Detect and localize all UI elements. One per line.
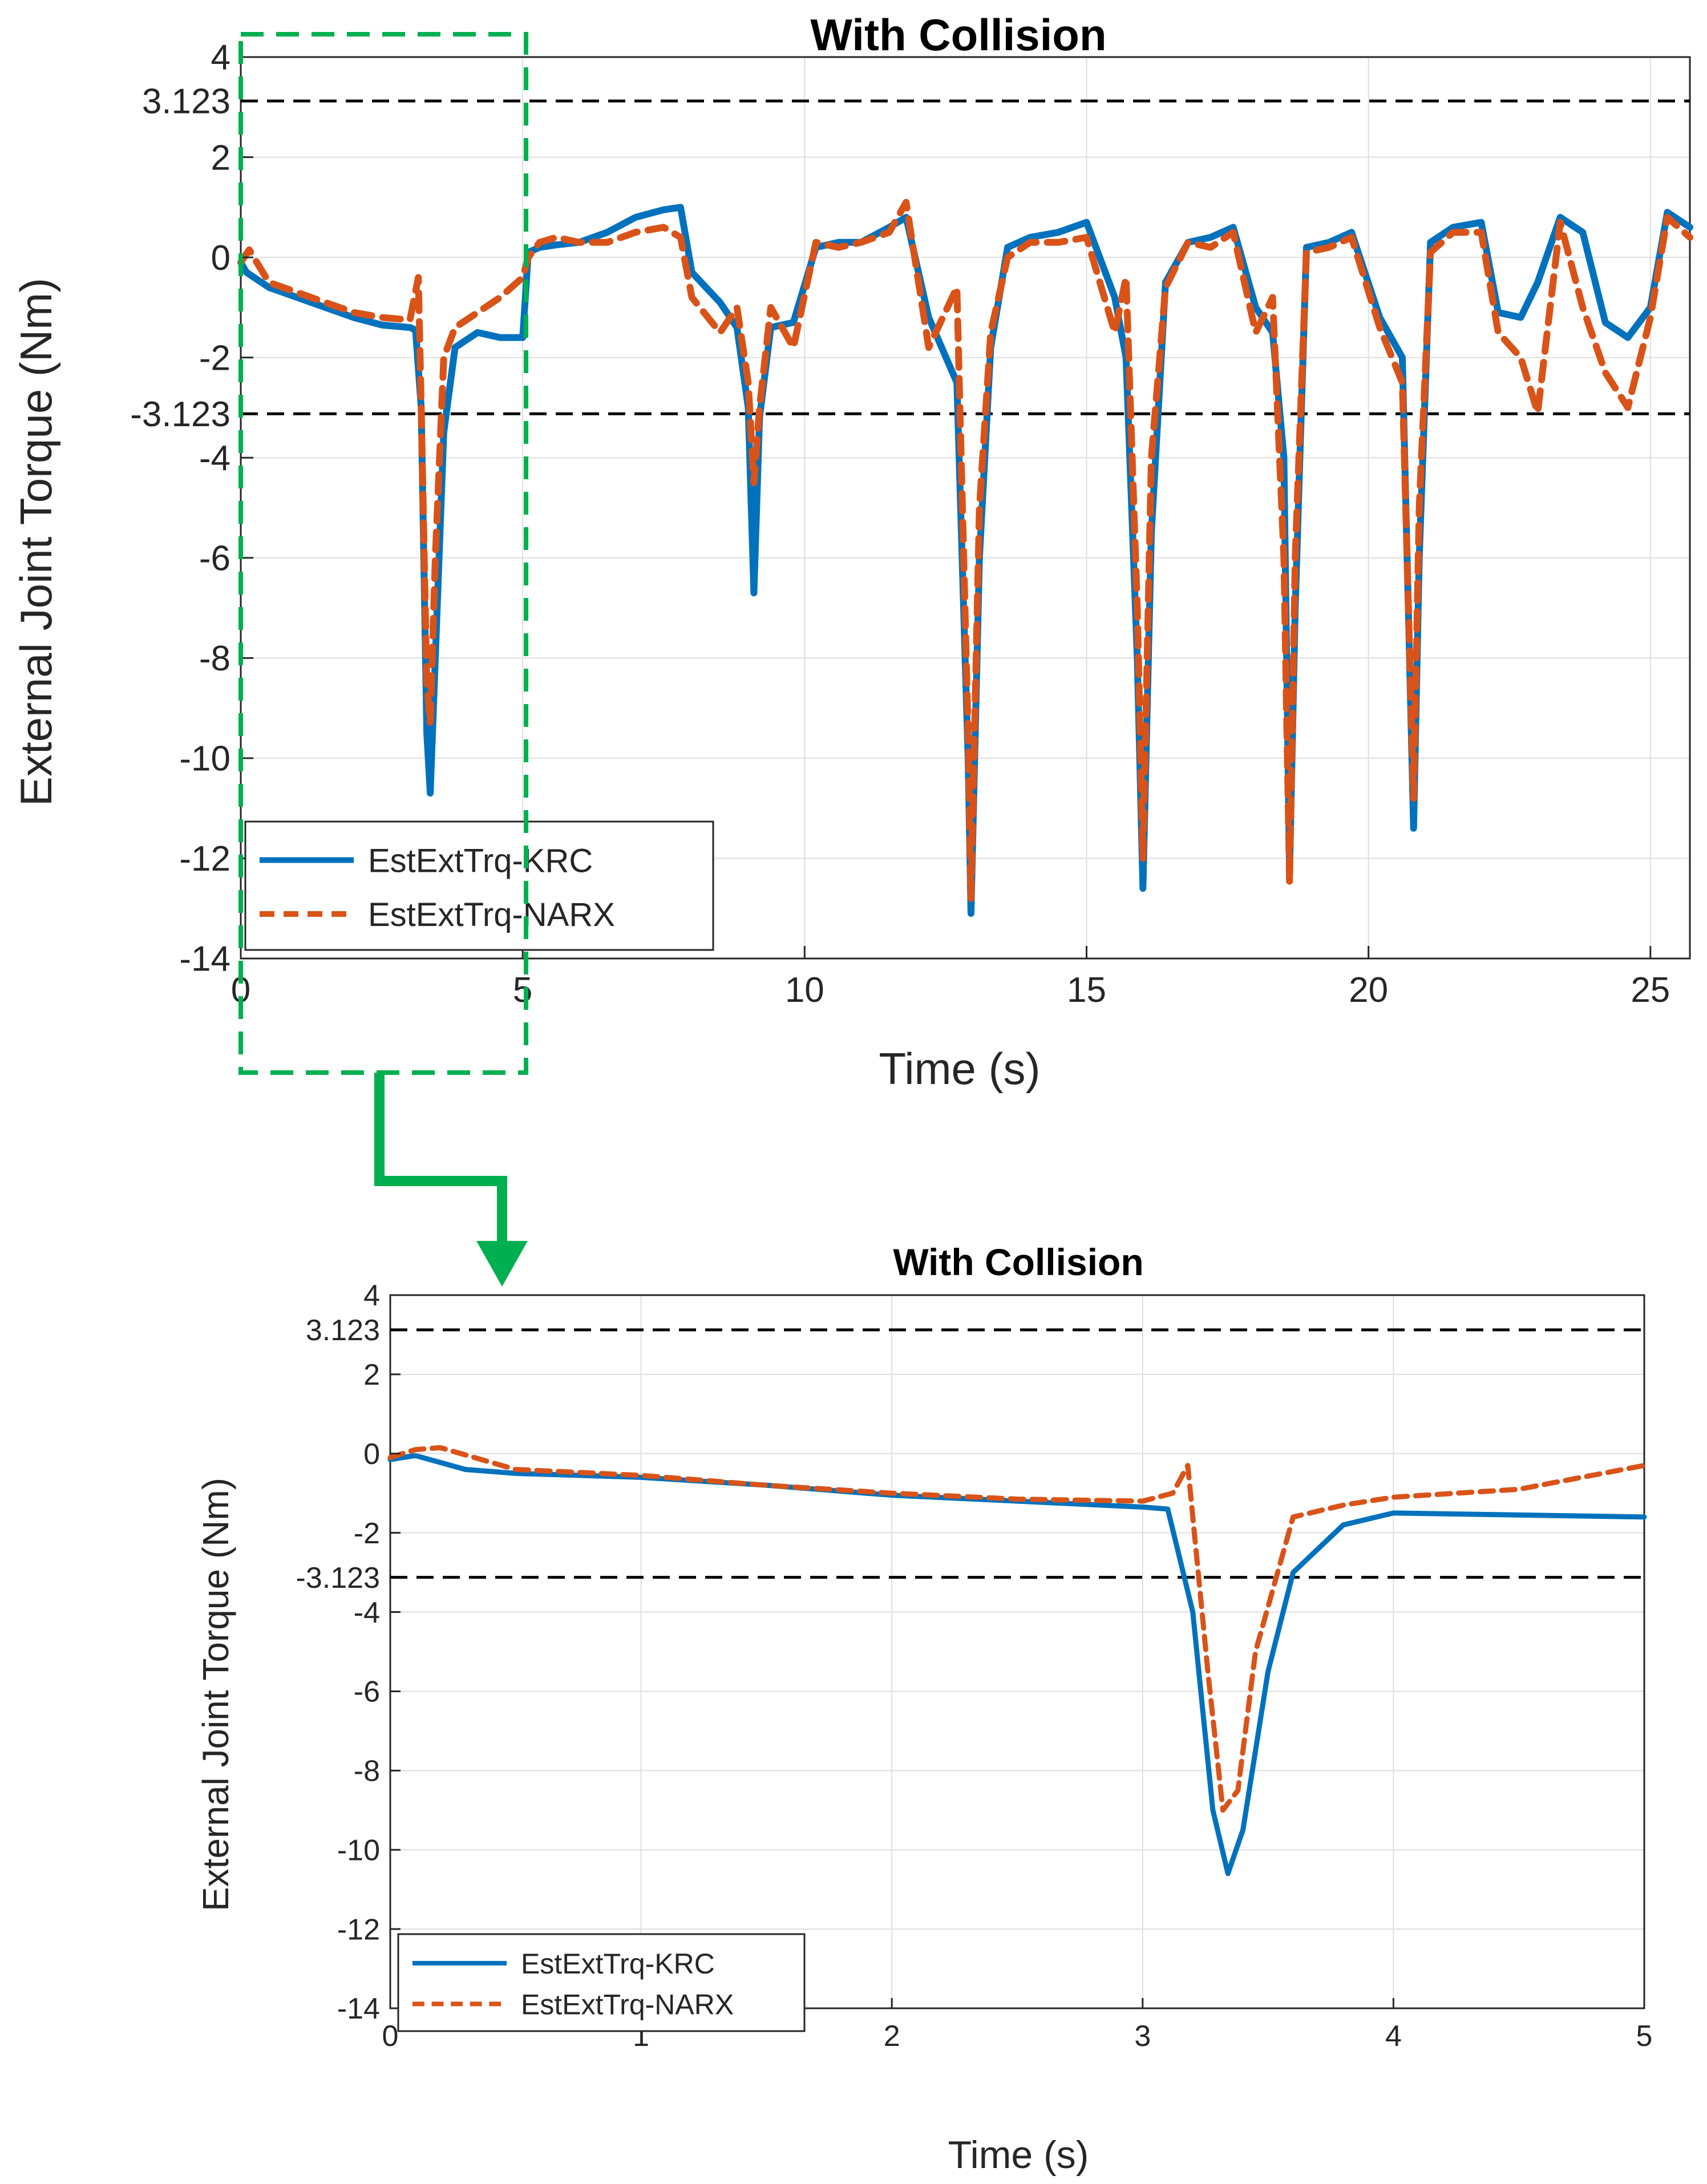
x-tick-label: 5: [513, 970, 532, 1010]
y-tick-label: -10: [337, 1834, 380, 1867]
threshold-label: -3.123: [130, 395, 230, 434]
y-tick-label: -2: [354, 1517, 380, 1550]
legend-box: [397, 1933, 806, 2032]
x-tick-label: 20: [1349, 970, 1388, 1010]
top-chart-x-axis-label: Time (s): [879, 1044, 1040, 1094]
x-tick-label: 10: [785, 970, 824, 1010]
zoom-arrow-shaft: [374, 1073, 507, 1247]
y-tick-label: 2: [363, 1358, 380, 1392]
series-line-narx: [237, 199, 1693, 902]
bottom-chart-y-axis-label: External Joint Torque (Nm): [195, 1478, 236, 1911]
y-tick-label: 4: [363, 1279, 380, 1312]
top-chart-legend: EstExtTrq-KRC EstExtTrq-NARX: [244, 820, 714, 951]
y-tick-label: -4: [199, 439, 230, 478]
legend-label-narx: EstExtTrq-NARX: [521, 1988, 734, 2020]
x-tick-label: 15: [1067, 970, 1106, 1010]
y-tick-label: 0: [211, 238, 230, 278]
y-tick-label: 2: [211, 138, 230, 177]
bottom-chart-axes-box: [389, 1294, 1645, 2009]
y-tick-label: -6: [354, 1676, 380, 1709]
y-tick-label: -12: [337, 1913, 380, 1946]
bottom-chart-series: [387, 1445, 1647, 1876]
bottom-chart-x-axis-label: Time (s): [948, 2133, 1089, 2177]
bottom-chart-title: With Collision: [893, 1241, 1143, 1283]
top-chart: With Collision 0 5 10 15 20 25 4 2 0 -2 -4 -6 -8 -10…: [11, 10, 1693, 1094]
threshold-label: 3.123: [306, 1314, 380, 1347]
top-chart-y-ticks: 4 2 0 -2 -4 -6 -8 -10 -12 -14: [179, 38, 253, 979]
legend-box: [244, 820, 714, 951]
top-chart-x-ticks: 0 5 10 15 20 25: [231, 946, 1670, 1010]
series-line-narx: [387, 1445, 1647, 1813]
y-tick-label: 4: [211, 38, 230, 78]
threshold-label: 3.123: [142, 82, 230, 122]
threshold-label: -3.123: [296, 1562, 380, 1595]
y-tick-label: -2: [199, 338, 230, 378]
x-tick-label: 3: [1134, 2020, 1151, 2053]
top-chart-y-axis-label: External Joint Torque (Nm): [11, 278, 61, 806]
top-chart-threshold-labels: 3.123 -3.123: [130, 82, 230, 434]
y-tick-label: -14: [337, 1992, 380, 2025]
zoom-indicator: [238, 32, 528, 1287]
bottom-chart-threshold-labels: 3.123 -3.123: [296, 1314, 380, 1595]
bottom-chart-legend: EstExtTrq-KRC EstExtTrq-NARX: [397, 1933, 806, 2032]
top-chart-title: With Collision: [810, 10, 1106, 60]
x-tick-label: 4: [1385, 2020, 1402, 2053]
y-tick-label: -6: [199, 539, 230, 578]
y-tick-label: -8: [199, 639, 230, 678]
y-tick-label: -12: [179, 839, 230, 879]
legend-label-krc: EstExtTrq-KRC: [368, 842, 593, 879]
y-tick-label: -14: [179, 940, 230, 979]
series-line-krc: [387, 1453, 1647, 1876]
legend-label-krc: EstExtTrq-KRC: [521, 1948, 715, 1980]
y-tick-label: 0: [363, 1438, 380, 1471]
top-chart-series: [237, 199, 1693, 917]
zoom-arrow-head: [476, 1241, 528, 1287]
legend-label-narx: EstExtTrq-NARX: [368, 896, 615, 933]
bottom-chart-y-ticks: 4 2 0 -2 -4 -6 -8 -10 -12 -14: [337, 1279, 401, 2025]
x-tick-label: 25: [1631, 970, 1670, 1010]
x-tick-label: 5: [1636, 2020, 1653, 2053]
x-tick-label: 0: [382, 2020, 399, 2053]
y-tick-label: -8: [354, 1755, 380, 1788]
x-tick-label: 2: [884, 2020, 900, 2053]
y-tick-label: -10: [179, 739, 230, 779]
top-chart-threshold-lines: [241, 99, 1690, 415]
y-tick-label: -4: [354, 1596, 380, 1629]
